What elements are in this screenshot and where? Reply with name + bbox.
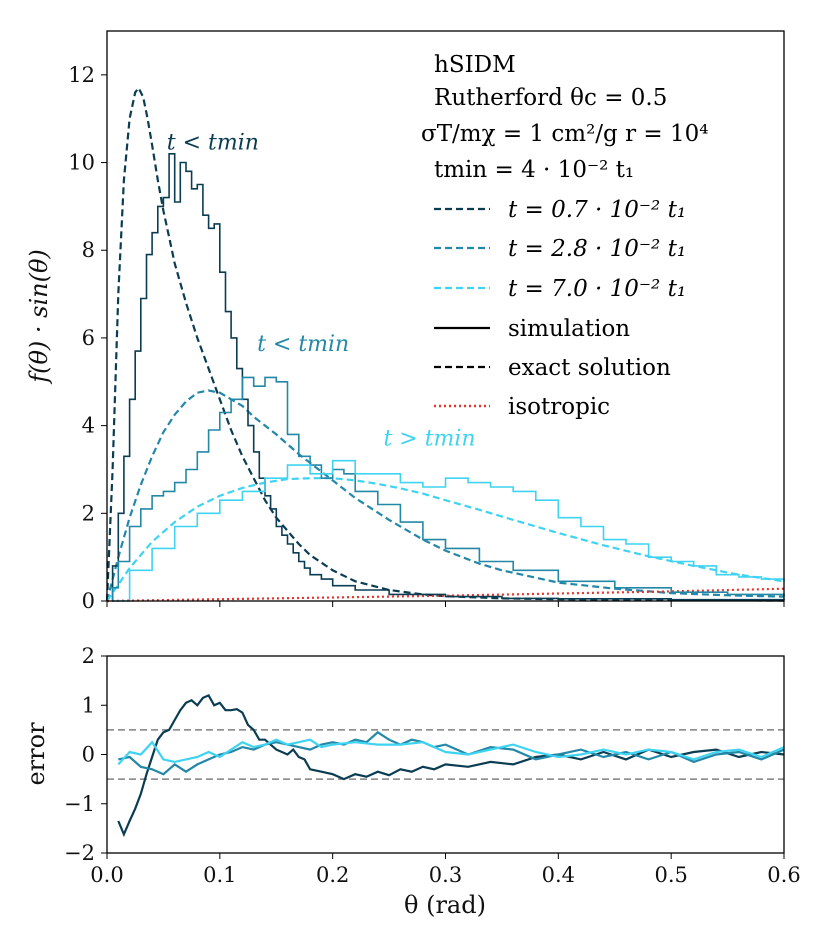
annotation-t-less-tmin-mid: t < tmin	[257, 332, 349, 357]
error-panel: 0.0 0.1 0.2 0.3 0.4 0.5 0.6 −2 −1 0 1 2 error θ (ra…	[22, 644, 801, 919]
main-y-tick-label-6: 12	[68, 63, 95, 87]
main-y-tick-label-1: 2	[82, 501, 95, 525]
error-y-tick-label-3: 1	[82, 693, 95, 717]
legend-title-line-4: tmin = 4 · 10⁻² t₁	[434, 157, 634, 183]
annotation-t-greater-tmin-light: t > tmin	[383, 426, 475, 451]
error-x-tick-label-0: 0.0	[90, 863, 123, 887]
main-y-tick-label-5: 10	[68, 151, 95, 175]
error-reference-lines	[107, 729, 784, 780]
annotations-group: t < tmin t < tmin t > tmin	[167, 130, 476, 451]
legend-label-t07: t = 0.7 · 10⁻² t₁	[508, 197, 686, 223]
error-plot-frame	[106, 655, 785, 854]
legend-title-line-3: σT/mχ = 1 cm²/g r = 10⁴	[421, 121, 708, 147]
error-x-tick-label-4: 0.4	[542, 863, 575, 887]
main-series-group	[105, 85, 785, 603]
error-y-tick-label-1: −1	[64, 792, 95, 816]
legend-label-t28: t = 2.8 · 10⁻² t₁	[508, 236, 686, 262]
exact-solution-line-2	[106, 477, 785, 602]
main-y-axis-title: f(θ) · sin(θ)	[25, 249, 53, 385]
simulation-histogram-4	[111, 153, 785, 601]
simulation-histogram-5	[111, 376, 785, 601]
simulation-histogram-6	[112, 459, 785, 602]
error-x-tick-label-3: 0.3	[429, 863, 462, 887]
legend-title-line-1: hSIDM	[434, 52, 516, 78]
main-y-tick-label-4: 8	[82, 238, 95, 262]
error-y-axis-title: error	[22, 722, 50, 786]
error-line-2	[117, 738, 785, 766]
error-y-tick-label-2: 0	[82, 743, 95, 767]
error-series-group	[117, 693, 785, 838]
main-y-tick-label-0: 0	[82, 589, 95, 613]
error-x-tick-label-2: 0.2	[316, 863, 349, 887]
error-x-tick-label-1: 0.1	[203, 863, 236, 887]
legend-label-exact: exact solution	[508, 355, 671, 381]
legend-label-t70: t = 7.0 · 10⁻² t₁	[508, 276, 686, 302]
main-plot-frame	[106, 30, 785, 602]
legend-label-simulation: simulation	[508, 316, 630, 342]
main-panel: 0 2 4 6 8 10 12 f(θ) · sin(θ) t < tmin t < tmi…	[25, 30, 785, 613]
exact-solution-line-1	[105, 389, 785, 602]
main-y-tick-label-2: 4	[82, 414, 95, 438]
error-x-tick-label-5: 0.5	[654, 863, 687, 887]
main-ticks-group: 0 2 4 6 8 10 12	[68, 63, 785, 613]
annotation-t-less-tmin-dark: t < tmin	[167, 130, 259, 155]
main-plot-area	[107, 31, 784, 601]
legend: hSIDM Rutherford θc = 0.5 σT/mχ = 1 cm²/…	[421, 52, 708, 420]
error-y-tick-label-0: −2	[64, 841, 95, 865]
x-axis-title: θ (rad)	[404, 891, 486, 919]
exact-solution-line-0	[105, 85, 785, 602]
error-y-tick-label-4: 2	[82, 644, 95, 668]
main-y-tick-label-3: 6	[82, 326, 95, 350]
legend-label-isotropic: isotropic	[508, 394, 610, 420]
error-ticks-group: 0.0 0.1 0.2 0.3 0.4 0.5 0.6 −2 −1 0 1 2	[64, 644, 801, 887]
error-x-tick-label-6: 0.6	[767, 863, 800, 887]
legend-title-line-2: Rutherford θc = 0.5	[434, 85, 667, 111]
